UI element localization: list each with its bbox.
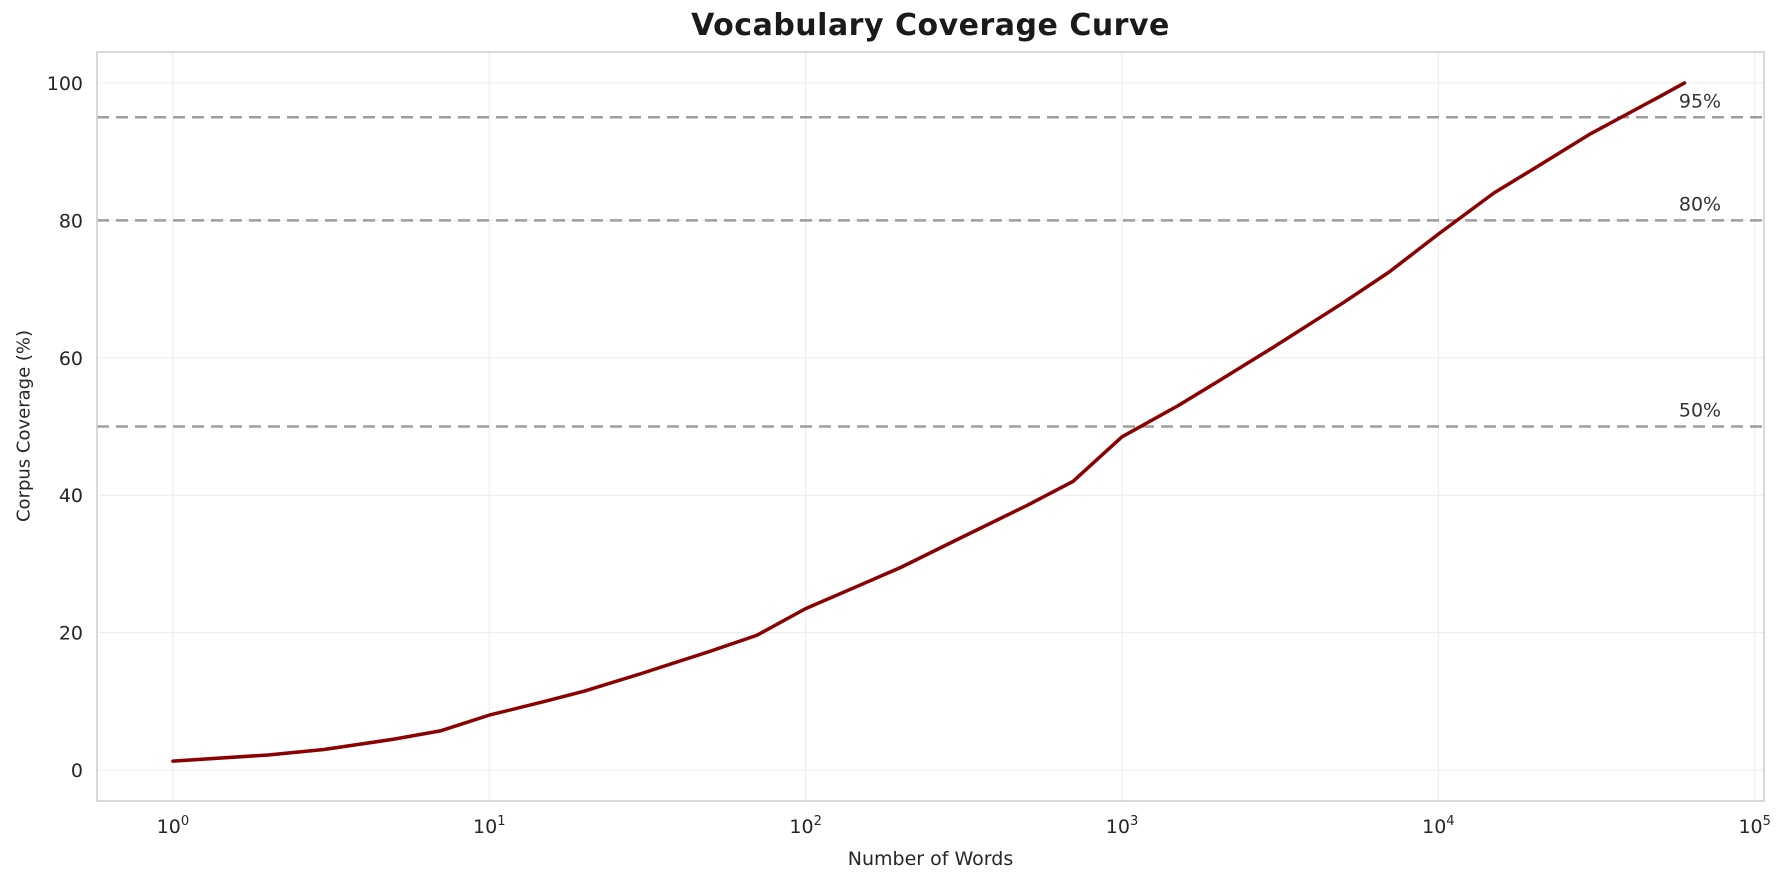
y-tick-label: 100 (47, 73, 83, 95)
x-tick-label: 105 (1738, 814, 1770, 838)
x-tick-label: 103 (1106, 814, 1138, 838)
x-axis-label: Number of Words (847, 848, 1014, 870)
x-tick-label: 102 (789, 814, 821, 838)
threshold-label-80: 80% (1679, 193, 1721, 215)
chart-title: Vocabulary Coverage Curve (691, 8, 1170, 43)
coverage-curve (171, 81, 1687, 763)
threshold-label-50: 50% (1679, 400, 1721, 422)
y-tick-label: 80 (59, 210, 83, 232)
y-tick-label: 20 (59, 623, 83, 645)
plot-border (96, 51, 1765, 802)
x-tick-label: 100 (157, 814, 189, 838)
x-tick-label: 101 (473, 814, 505, 838)
y-tick-label: 60 (59, 348, 83, 370)
threshold-label-95: 95% (1679, 90, 1721, 112)
x-tick-label: 104 (1422, 814, 1454, 838)
y-axis-label: Corpus Coverage (%) (13, 329, 35, 523)
y-tick-label: 0 (71, 760, 83, 782)
y-tick-label: 40 (59, 485, 83, 507)
